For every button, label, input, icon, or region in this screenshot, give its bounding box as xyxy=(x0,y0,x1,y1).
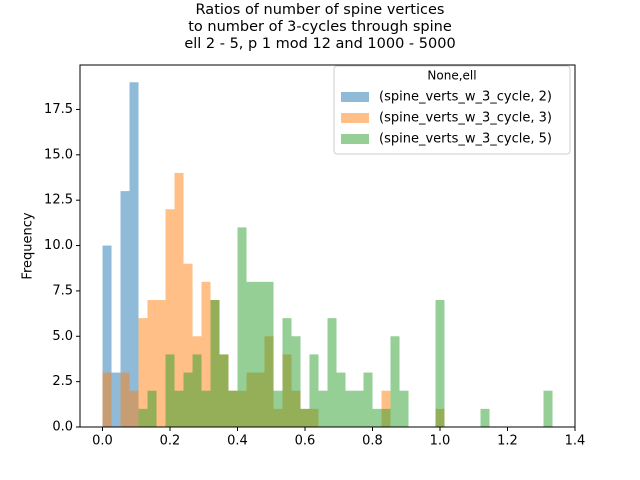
plot-area xyxy=(102,82,553,427)
bar xyxy=(129,82,139,427)
bar xyxy=(381,408,391,427)
bar xyxy=(120,191,130,427)
bar xyxy=(174,172,184,427)
y-axis-label: Frequency xyxy=(21,212,36,279)
bar xyxy=(138,408,148,427)
bar xyxy=(264,281,274,427)
bar xyxy=(246,281,256,427)
bar xyxy=(327,318,337,427)
bar xyxy=(219,354,229,427)
bar xyxy=(201,281,211,427)
bar xyxy=(543,390,553,427)
bar xyxy=(147,390,157,427)
bar xyxy=(210,299,220,427)
bar xyxy=(111,372,121,427)
y-tick-label: 17.5 xyxy=(44,102,73,117)
bar xyxy=(480,408,490,427)
x-tick-label: 1.4 xyxy=(565,434,586,449)
legend-label: (spine_verts_w_3_cycle, 2) xyxy=(379,90,552,105)
y-tick-label: 7.5 xyxy=(52,283,73,298)
bar xyxy=(282,318,292,427)
bar xyxy=(354,390,364,427)
bar xyxy=(336,372,346,427)
bar xyxy=(372,408,382,427)
bar xyxy=(120,372,130,427)
y-tick-label: 0.0 xyxy=(52,420,73,435)
x-tick-label: 0.6 xyxy=(295,434,316,449)
legend-swatch xyxy=(341,134,369,144)
bar xyxy=(183,263,193,427)
bar xyxy=(102,372,112,427)
bar xyxy=(390,336,400,427)
y-tick-label: 12.5 xyxy=(44,193,73,208)
bar xyxy=(174,390,184,427)
x-tick-label: 0.0 xyxy=(92,434,113,449)
x-tick-label: 0.4 xyxy=(227,434,248,449)
y-tick-label: 15.0 xyxy=(44,147,73,162)
bar xyxy=(291,336,301,427)
bar xyxy=(102,245,112,427)
legend-label: (spine_verts_w_3_cycle, 5) xyxy=(379,132,552,147)
bar xyxy=(201,390,211,427)
y-tick-label: 2.5 xyxy=(52,374,73,389)
bar xyxy=(192,354,202,427)
chart-title: Ratios of number of spine vertices to num… xyxy=(184,2,455,52)
bar xyxy=(435,299,445,427)
bar xyxy=(183,372,193,427)
x-tick-label: 1.2 xyxy=(497,434,518,449)
legend-box xyxy=(333,65,571,155)
bar xyxy=(138,318,148,427)
bar xyxy=(165,209,175,427)
bar xyxy=(318,390,328,427)
bar xyxy=(156,299,166,427)
legend-title: None,ell xyxy=(427,69,476,83)
bar xyxy=(273,390,283,427)
x-tick-label: 1.0 xyxy=(430,434,451,449)
bar xyxy=(255,281,265,427)
bar xyxy=(345,390,355,427)
bar xyxy=(363,372,373,427)
legend: None,ell (spine_verts_w_3_cycle, 2) (spine… xyxy=(333,65,571,155)
x-tick-label: 0.2 xyxy=(160,434,181,449)
bar xyxy=(399,390,409,427)
bar xyxy=(129,390,139,427)
bar xyxy=(237,227,247,427)
y-tick-label: 5.0 xyxy=(52,329,73,344)
bar xyxy=(381,390,391,427)
legend-swatch xyxy=(341,92,369,102)
y-tick-label: 10.0 xyxy=(44,238,73,253)
chart-title-group: Ratios of number of spine vertices to num… xyxy=(184,2,455,52)
x-tick-label: 0.8 xyxy=(362,434,383,449)
bar xyxy=(228,390,238,427)
bar xyxy=(147,299,157,427)
legend-swatch xyxy=(341,113,369,123)
bar xyxy=(309,354,319,427)
bar xyxy=(300,408,310,427)
legend-label: (spine_verts_w_3_cycle, 3) xyxy=(379,111,552,126)
bar xyxy=(165,354,175,427)
